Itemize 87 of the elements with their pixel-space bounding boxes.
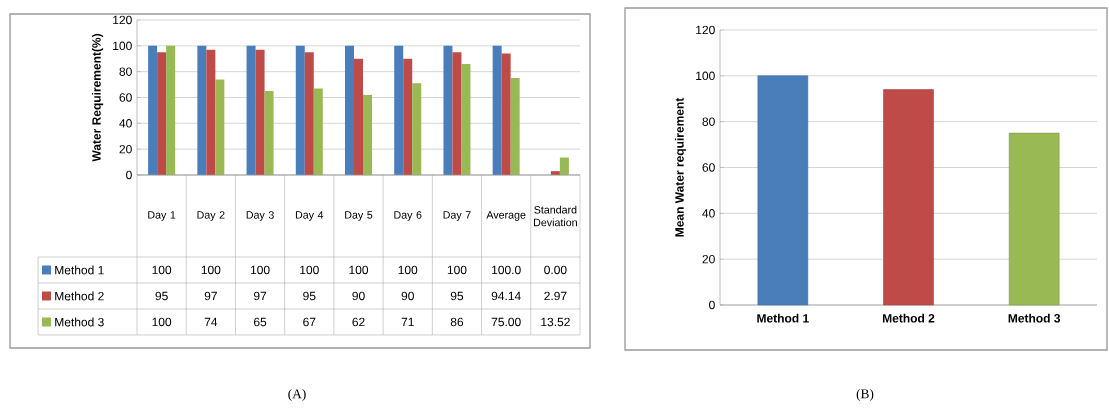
data-label: 90 <box>352 291 365 301</box>
y-tick-label: 80 <box>119 67 132 76</box>
bar <box>883 89 934 306</box>
y-tick-label: 80 <box>702 117 715 126</box>
y-tick-label: 60 <box>119 93 132 102</box>
text: (A) <box>288 388 306 402</box>
bar <box>501 53 511 175</box>
bar <box>246 45 256 175</box>
bar <box>148 45 158 175</box>
data-label: 100 <box>152 317 172 327</box>
data-label: 100 <box>201 265 221 275</box>
data-label: 2.97 <box>544 291 567 301</box>
bar <box>394 45 404 175</box>
data-label: 62 <box>352 317 365 327</box>
y-tick-label: 40 <box>119 119 132 128</box>
bar <box>345 45 355 175</box>
bar <box>461 63 471 175</box>
bar <box>354 58 363 175</box>
y-tick-label: 40 <box>702 209 715 218</box>
bar <box>215 79 225 175</box>
data-label: 95 <box>303 291 316 301</box>
data-label: 95 <box>450 291 464 301</box>
data-label: 100 <box>250 265 270 275</box>
y-tick-label: 0 <box>709 300 715 310</box>
y-tick-label: 100 <box>696 71 715 81</box>
data-label: 100 <box>398 265 418 275</box>
bar <box>363 94 373 175</box>
bar <box>255 49 265 175</box>
data-label: 86 <box>450 317 464 327</box>
x-tick-label: Day 3 <box>246 211 274 221</box>
x-tick-label: Day 4 <box>295 211 324 221</box>
data-label: 90 <box>401 291 414 301</box>
x-tick-label: Method 2 <box>882 313 935 323</box>
data-label: 65 <box>254 317 267 327</box>
data-label: 100.0 <box>492 265 521 275</box>
bar <box>295 45 305 175</box>
bar <box>412 83 422 175</box>
bar <box>443 45 453 175</box>
bar <box>403 58 413 175</box>
legend-label: Method 1 <box>55 265 104 275</box>
bar <box>206 49 216 175</box>
bar <box>304 52 314 175</box>
x-tick-label: Day 7 <box>443 211 471 221</box>
y-tick-label: 0 <box>126 170 132 180</box>
data-label: 74 <box>204 317 218 327</box>
x-tick-label: Standard Deviation <box>534 205 577 227</box>
bar <box>157 52 167 175</box>
bar <box>492 45 502 175</box>
data-label: 67 <box>303 317 316 327</box>
legend-label: Method 2 <box>55 291 104 301</box>
bar <box>510 78 520 175</box>
x-tick-label: Day 2 <box>197 211 225 221</box>
bar <box>757 75 809 306</box>
data-label: 0.00 <box>544 265 567 275</box>
data-label: 97 <box>204 291 217 301</box>
y-axis-title: Mean Water requirement <box>674 97 687 237</box>
data-label: 97 <box>253 291 267 301</box>
x-tick-label: Method 3 <box>1008 313 1061 323</box>
x-tick-label: Day 5 <box>345 211 373 221</box>
x-tick-label: Day 6 <box>394 211 422 221</box>
y-tick-label: 120 <box>113 15 132 25</box>
data-label: 95 <box>155 291 168 301</box>
data-label: 100 <box>152 265 172 275</box>
y-tick-label: 100 <box>113 41 132 51</box>
data-label: 100 <box>300 265 319 275</box>
data-label: 100 <box>349 265 369 275</box>
data-label: 75.00 <box>491 317 521 327</box>
data-label: 94.14 <box>491 291 521 301</box>
bar <box>264 91 274 175</box>
y-tick-label: 20 <box>702 254 715 264</box>
y-tick-label: 60 <box>702 163 715 172</box>
x-tick-label: Day 1 <box>148 211 176 221</box>
bar <box>452 52 462 175</box>
data-label: 71 <box>401 317 414 327</box>
data-label: 100 <box>447 265 467 275</box>
y-tick-label: 20 <box>119 144 132 154</box>
y-axis-title: Water Requirement(%) <box>91 33 104 162</box>
bar <box>1008 132 1060 306</box>
data-label: 13.52 <box>541 317 570 327</box>
x-tick-label: Average <box>486 211 526 221</box>
bar <box>313 88 323 175</box>
text: (B) <box>856 388 874 402</box>
x-tick-label: Method 1 <box>757 313 809 323</box>
y-tick-label: 120 <box>696 25 715 35</box>
bar <box>197 45 207 175</box>
bar <box>166 45 176 175</box>
bar <box>559 157 569 175</box>
